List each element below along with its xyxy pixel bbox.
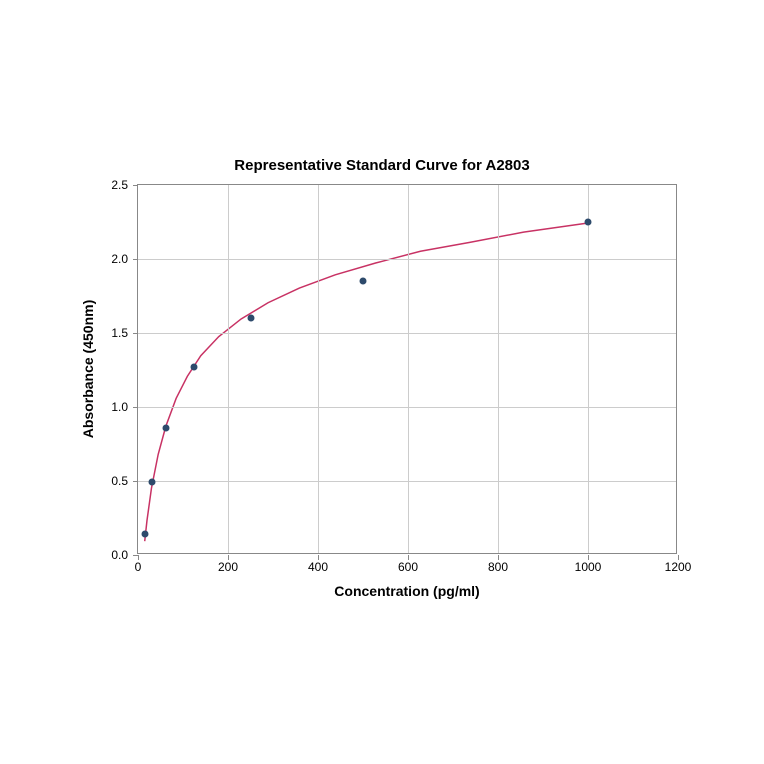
x-tick-label: 1200 bbox=[665, 560, 692, 574]
y-axis-label: Absorbance (450nm) bbox=[80, 300, 96, 438]
x-tick-label: 200 bbox=[218, 560, 238, 574]
data-point bbox=[141, 531, 148, 538]
x-axis-label: Concentration (pg/ml) bbox=[334, 583, 479, 599]
grid-line-horizontal bbox=[138, 407, 676, 408]
data-point bbox=[148, 479, 155, 486]
x-tick-label: 400 bbox=[308, 560, 328, 574]
data-point bbox=[360, 278, 367, 285]
y-tick-mark bbox=[133, 185, 138, 186]
x-tick-label: 0 bbox=[135, 560, 142, 574]
x-tick-label: 600 bbox=[398, 560, 418, 574]
y-tick-label: 0.0 bbox=[111, 548, 128, 562]
y-tick-label: 0.5 bbox=[111, 474, 128, 488]
y-tick-mark bbox=[133, 333, 138, 334]
y-tick-label: 2.0 bbox=[111, 252, 128, 266]
grid-line-vertical bbox=[498, 185, 499, 553]
y-tick-label: 2.5 bbox=[111, 178, 128, 192]
y-tick-label: 1.5 bbox=[111, 326, 128, 340]
grid-line-vertical bbox=[228, 185, 229, 553]
fitted-curve bbox=[138, 185, 676, 553]
data-point bbox=[585, 219, 592, 226]
grid-line-vertical bbox=[588, 185, 589, 553]
grid-line-vertical bbox=[318, 185, 319, 553]
chart-title: Representative Standard Curve for A2803 bbox=[72, 157, 692, 174]
data-point bbox=[191, 364, 198, 371]
grid-line-vertical bbox=[408, 185, 409, 553]
plot-area: Absorbance (450nm) Concentration (pg/ml)… bbox=[137, 184, 677, 554]
y-tick-mark bbox=[133, 481, 138, 482]
grid-line-horizontal bbox=[138, 259, 676, 260]
y-tick-mark bbox=[133, 259, 138, 260]
x-tick-label: 800 bbox=[488, 560, 508, 574]
grid-line-horizontal bbox=[138, 481, 676, 482]
y-tick-label: 1.0 bbox=[111, 400, 128, 414]
data-point bbox=[162, 424, 169, 431]
chart-container: Representative Standard Curve for A2803 … bbox=[72, 157, 692, 607]
y-tick-mark bbox=[133, 407, 138, 408]
data-point bbox=[247, 315, 254, 322]
grid-line-horizontal bbox=[138, 333, 676, 334]
y-tick-mark bbox=[133, 555, 138, 556]
x-tick-label: 1000 bbox=[575, 560, 602, 574]
